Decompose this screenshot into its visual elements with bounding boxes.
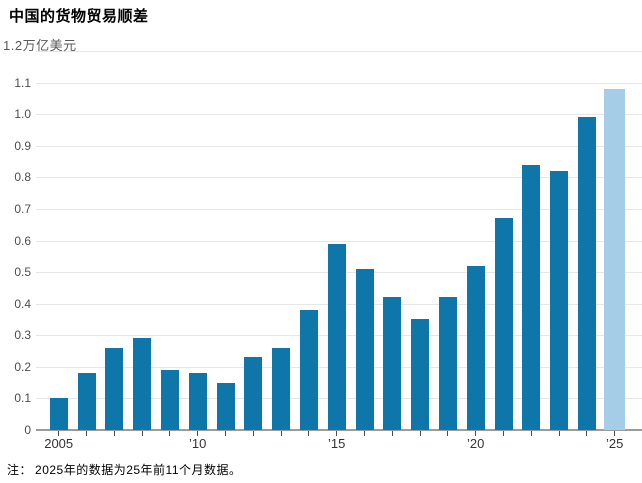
x-axis-tick-2018 (419, 431, 421, 436)
bar-2012 (244, 357, 263, 430)
y-axis-label-0.2: 0.2 (14, 360, 31, 374)
x-axis-tick-2012 (252, 431, 254, 436)
x-axis-tick-2020 (475, 431, 477, 436)
y-axis-label-0.9: 0.9 (14, 139, 31, 153)
y-axis-label-0.8: 0.8 (14, 170, 31, 184)
bar-2017 (383, 297, 402, 430)
bar-2018 (411, 319, 430, 430)
y-axis-label-0.4: 0.4 (14, 297, 31, 311)
x-axis-tick-2016 (364, 431, 365, 436)
bar-2008 (133, 338, 152, 430)
bar-2024 (577, 117, 596, 430)
x-axis-tick-2025 (614, 431, 616, 436)
bar-2010 (188, 373, 207, 430)
gridline-1.1 (36, 83, 642, 84)
x-axis-label-2005: 2005 (44, 436, 74, 451)
x-axis-tick-2009 (169, 431, 171, 436)
x-axis-tick-2024 (586, 431, 588, 436)
y-axis-unit-label: 1.2万亿美元 (3, 35, 77, 54)
gridline-0.9 (36, 146, 642, 147)
gridline-0.6 (36, 241, 642, 242)
y-axis-label-1.1: 1.1 (14, 76, 31, 90)
footnote-text: 2025年的数据为25年前11个月数据。 (35, 463, 242, 477)
bar-2011 (216, 383, 235, 430)
y-axis-top-tick: 1.2 (3, 38, 23, 53)
x-axis-tick-2021 (503, 431, 504, 436)
y-axis-label-1.0: 1.0 (14, 107, 31, 121)
bar-2007 (105, 348, 124, 430)
x-axis-tick-2011 (225, 431, 226, 436)
x-axis-tick-2010 (197, 431, 199, 436)
bar-2022 (522, 165, 541, 430)
x-axis-label-2015: ’15 (328, 436, 346, 451)
x-axis-tick-2013 (280, 431, 282, 436)
bar-2015 (327, 244, 346, 430)
footnote: 注： 2025年的数据为25年前11个月数据。 (7, 461, 242, 478)
x-axis-tick-2014 (308, 431, 310, 436)
bar-2006 (77, 373, 96, 430)
bar-2020 (466, 266, 485, 430)
y-axis-unit: 万亿美元 (22, 38, 77, 53)
chart-title: 中国的货物贸易顺差 (9, 8, 149, 25)
gridline-1.0 (36, 114, 642, 115)
x-axis-label-2020: ’20 (467, 436, 485, 451)
x-axis-baseline (36, 429, 642, 431)
x-axis-tick-2007 (113, 431, 115, 436)
bar-2019 (438, 297, 457, 430)
x-axis-label-2010: ’10 (189, 436, 207, 451)
x-axis-tick-2023 (558, 431, 560, 436)
bar-2016 (355, 269, 374, 430)
y-axis-label-0.1: 0.1 (14, 391, 31, 405)
gridline-0.7 (36, 209, 642, 210)
bar-2021 (494, 218, 513, 430)
x-axis-tick-2005 (58, 431, 60, 436)
bar-2023 (550, 171, 569, 430)
gridline-0.8 (36, 177, 642, 178)
y-axis-label-0.6: 0.6 (14, 234, 31, 248)
y-axis-label-0.3: 0.3 (14, 328, 31, 342)
x-axis-tick-2015 (336, 431, 338, 436)
x-axis-tick-2008 (141, 431, 143, 436)
gridline-1.2 (36, 51, 642, 52)
footnote-prefix: 注： (7, 463, 33, 477)
x-axis-label-2025: ’25 (606, 436, 624, 451)
bar-2009 (160, 370, 179, 430)
x-axis-tick-2022 (530, 431, 532, 436)
x-axis-tick-2017 (391, 431, 393, 436)
x-axis-tick-2006 (86, 431, 87, 436)
x-axis-tick-2019 (447, 431, 449, 436)
bar-2014 (299, 310, 318, 430)
bar-2013 (272, 348, 291, 430)
y-axis-label-0.5: 0.5 (14, 265, 31, 279)
bar-2025 (604, 89, 626, 430)
y-axis-label-0.7: 0.7 (14, 202, 31, 216)
bar-2005 (49, 398, 68, 430)
y-axis-label-0: 0 (24, 423, 31, 437)
